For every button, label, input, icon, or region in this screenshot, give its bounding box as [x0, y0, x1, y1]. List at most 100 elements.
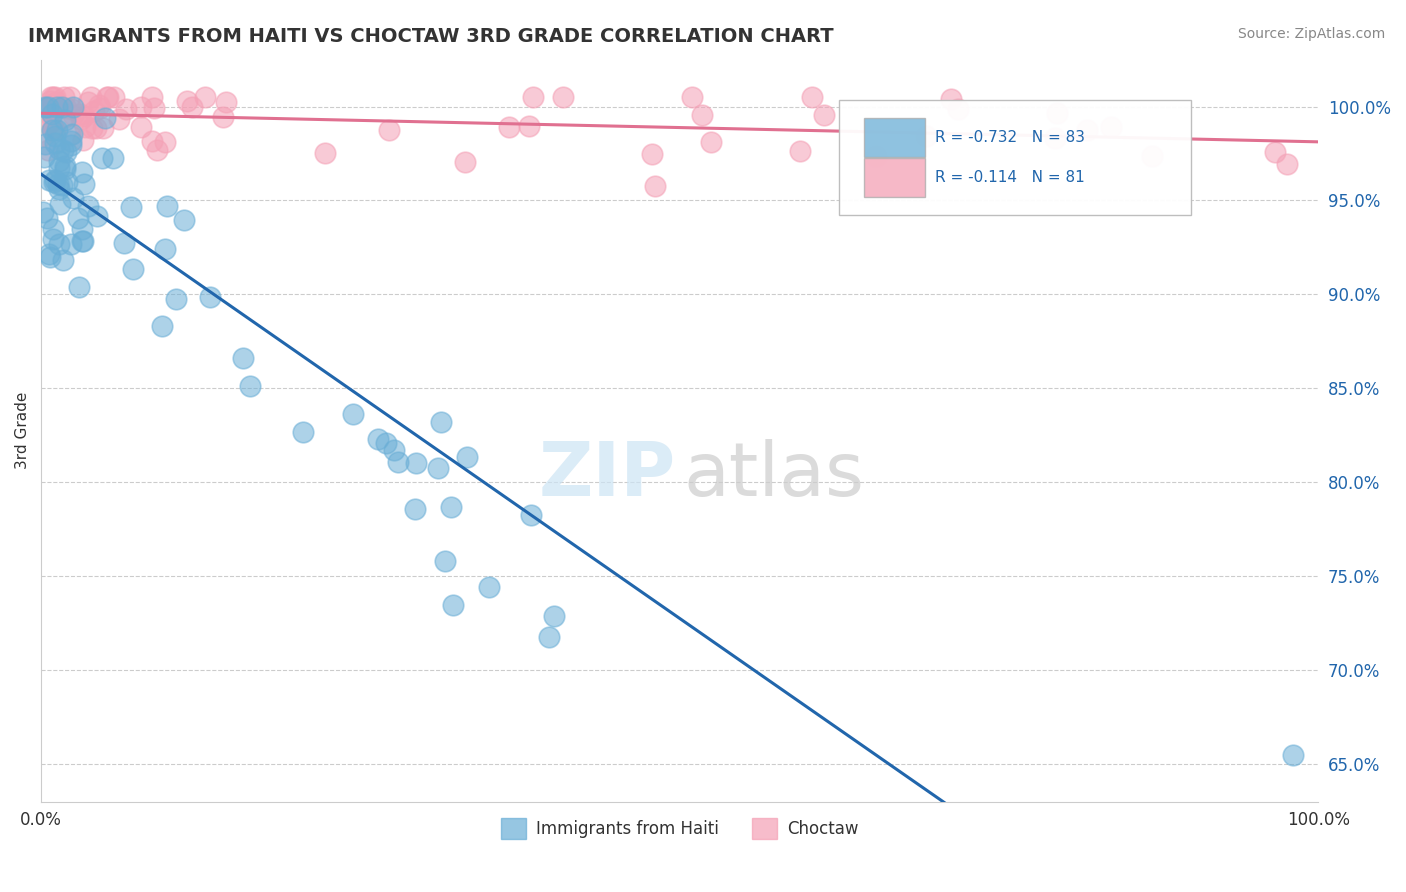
Point	[60, 237, 83, 252]
Point	[39, 114, 62, 128]
Point	[180, 100, 202, 114]
Point	[51, 178, 73, 192]
Point	[700, 135, 723, 149]
Point	[314, 146, 336, 161]
Point	[44, 128, 66, 143]
Point	[73, 120, 96, 134]
Point	[156, 199, 179, 213]
Point	[67, 280, 90, 294]
Point	[44, 173, 66, 187]
Point	[38, 172, 60, 186]
Point	[89, 101, 111, 115]
Point	[1046, 106, 1069, 120]
Point	[39, 103, 62, 118]
Point	[198, 289, 221, 303]
Point	[60, 102, 83, 116]
Point	[367, 432, 389, 446]
Point	[48, 197, 70, 211]
Point	[53, 112, 76, 127]
Point	[112, 236, 135, 251]
Point	[1275, 156, 1298, 170]
Point	[865, 149, 887, 163]
Point	[84, 120, 107, 135]
Point	[41, 97, 63, 112]
Point	[690, 108, 713, 122]
Point	[789, 144, 811, 158]
Point	[53, 161, 76, 176]
Point	[48, 153, 70, 168]
Point	[41, 121, 63, 136]
Point	[522, 90, 544, 104]
Point	[42, 90, 65, 104]
Point	[59, 128, 82, 142]
Point	[681, 90, 703, 104]
FancyBboxPatch shape	[863, 158, 925, 197]
Point	[90, 152, 112, 166]
Point	[520, 508, 543, 522]
Point	[52, 110, 75, 124]
Point	[39, 250, 62, 264]
Point	[101, 151, 124, 165]
Point	[44, 123, 66, 137]
Point	[382, 442, 405, 457]
Point	[150, 319, 173, 334]
Point	[41, 123, 63, 137]
Point	[141, 134, 163, 148]
Point	[32, 205, 55, 219]
Point	[405, 456, 427, 470]
Point	[44, 90, 66, 104]
Point	[800, 90, 823, 104]
Point	[146, 144, 169, 158]
Point	[211, 110, 233, 124]
Point	[52, 90, 75, 104]
Point	[89, 97, 111, 112]
Point	[86, 209, 108, 223]
Text: ZIP: ZIP	[538, 439, 676, 512]
Point	[48, 142, 70, 156]
Point	[60, 138, 83, 153]
Point	[915, 129, 938, 144]
Point	[129, 120, 152, 135]
Point	[60, 127, 83, 141]
Point	[813, 108, 835, 122]
Point	[641, 147, 664, 161]
Point	[456, 450, 478, 465]
Text: R = -0.114   N = 81: R = -0.114 N = 81	[935, 170, 1085, 185]
Point	[80, 121, 103, 136]
Point	[42, 221, 65, 235]
Point	[342, 407, 364, 421]
Point	[948, 102, 970, 116]
FancyBboxPatch shape	[863, 119, 925, 157]
Point	[551, 90, 574, 104]
Point	[1076, 123, 1098, 137]
Point	[441, 598, 464, 612]
Point	[37, 118, 59, 132]
Point	[80, 90, 103, 104]
Point	[173, 212, 195, 227]
Point	[38, 246, 60, 260]
Point	[62, 108, 84, 122]
Point	[69, 107, 91, 121]
Point	[62, 191, 84, 205]
Point	[44, 136, 66, 150]
Point	[72, 235, 94, 249]
Point	[55, 101, 77, 115]
Point	[37, 211, 59, 226]
Point	[153, 135, 176, 149]
Point	[52, 143, 75, 157]
Point	[387, 455, 409, 469]
Legend: Immigrants from Haiti, Choctaw: Immigrants from Haiti, Choctaw	[494, 812, 865, 846]
Point	[59, 90, 82, 104]
Point	[427, 461, 450, 475]
Point	[34, 136, 56, 151]
Point	[55, 145, 77, 160]
Point	[94, 112, 117, 126]
Point	[103, 90, 125, 104]
Point	[46, 99, 69, 113]
Text: IMMIGRANTS FROM HAITI VS CHOCTAW 3RD GRADE CORRELATION CHART: IMMIGRANTS FROM HAITI VS CHOCTAW 3RD GRA…	[28, 27, 834, 45]
Point	[46, 122, 69, 136]
Point	[543, 609, 565, 624]
Point	[70, 112, 93, 127]
Point	[165, 292, 187, 306]
Point	[52, 253, 75, 268]
